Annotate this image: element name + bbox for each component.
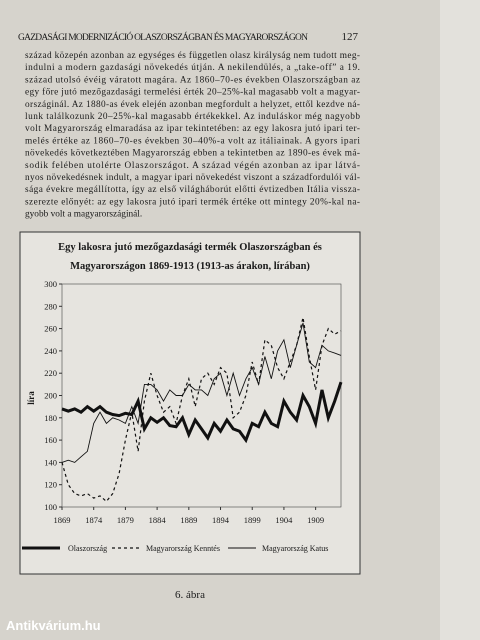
series-line	[61, 322, 342, 463]
chart-title: Egy lakosra jutó mezőgazdasági termék Ol…	[58, 242, 322, 253]
body-line: sága évekre megállította, így az első vi…	[25, 185, 360, 195]
page-edge	[440, 0, 480, 640]
body-line: növekedés következtében Magyarország ebb…	[25, 149, 360, 159]
page-number: 127	[342, 31, 359, 43]
y-tick-label: 180	[44, 413, 57, 423]
body-line: egy főre jutó mezőgazdasági termelési ér…	[25, 87, 360, 98]
y-tick-label: 240	[44, 346, 57, 356]
y-tick-label: 160	[44, 435, 57, 445]
watermark: Antikvárium.hu	[6, 618, 101, 633]
body-line: nyos növekedésnek indult, a magyar ipari…	[25, 172, 360, 183]
y-tick-label: 100	[44, 502, 57, 512]
y-tick-label: 120	[44, 480, 57, 490]
body-line: indulni a modern gazdasági növekedés útj…	[25, 62, 360, 73]
legend-label: Magyarország Katus	[262, 544, 328, 553]
x-tick-label: 1909	[307, 515, 324, 525]
x-tick-label: 1884	[149, 515, 167, 525]
series-line	[61, 381, 343, 444]
x-tick-label: 1869	[54, 515, 71, 525]
legend-label: Olaszország	[68, 544, 107, 553]
y-tick-label: 280	[44, 301, 57, 311]
x-tick-label: 1894	[212, 515, 230, 525]
body-line: országinál. Az 1880-as évek elején azonb…	[25, 99, 360, 110]
body-line: gyobb volt a magyarországinál.	[25, 210, 142, 220]
body-line: század közepén azonban az egységes és fü…	[25, 50, 360, 61]
x-tick-label: 1899	[244, 515, 261, 525]
figure-box	[19, 231, 361, 575]
body-line: lunk találkozunk 20–25%-kal magasabb ért…	[25, 112, 360, 122]
y-tick-label: 260	[44, 324, 57, 334]
body-line: melés értéke az 1860–70-es években 30–40…	[25, 136, 360, 146]
y-tick-label: 220	[44, 368, 57, 378]
x-tick-label: 1904	[275, 515, 293, 525]
body-line: szerezte előnyét: az egy lakosra jutó ip…	[25, 197, 360, 207]
chart-title: Magyarországon 1869-1913 (1913-as árakon…	[70, 261, 310, 272]
x-tick-label: 1874	[85, 515, 103, 525]
y-tick-label: 300	[44, 279, 57, 289]
body-line: volt Magyarország elmaradása az ipar tek…	[25, 124, 360, 134]
y-tick-label: 140	[44, 457, 57, 467]
figure-caption: 6. ábra	[175, 589, 205, 601]
y-axis-label: líra	[26, 391, 36, 405]
body-line: század utolsó évéig váratott magára. Az …	[25, 75, 360, 85]
legend-label: Magyarország Kenntés	[146, 544, 220, 553]
x-tick-label: 1879	[117, 515, 134, 525]
x-tick-label: 1889	[180, 515, 197, 525]
running-header: GAZDASÁGI MODERNIZÁCIÓ OLASZORSZÁGBAN ÉS…	[18, 31, 308, 43]
series-line	[61, 317, 342, 503]
y-tick-label: 200	[44, 391, 57, 401]
body-line: sodik felében utolérte Olaszországot. A …	[25, 160, 360, 171]
